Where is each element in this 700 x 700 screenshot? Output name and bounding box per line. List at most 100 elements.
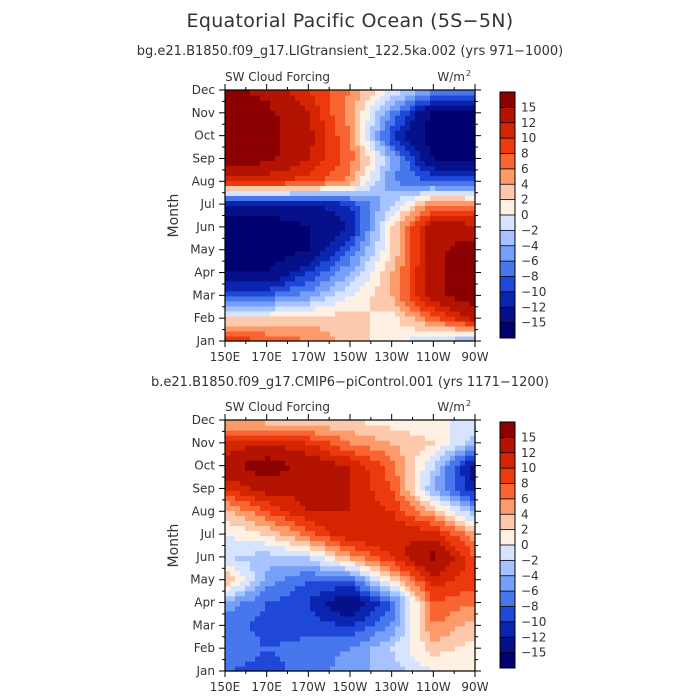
heatmap-cell bbox=[280, 470, 286, 476]
heatmap-cell bbox=[295, 120, 301, 126]
heatmap-cell bbox=[365, 145, 371, 151]
heatmap-cell bbox=[315, 535, 321, 542]
heatmap-cell bbox=[320, 260, 326, 267]
heatmap-cell bbox=[370, 440, 376, 446]
heatmap-cell bbox=[385, 525, 391, 532]
heatmap-cell bbox=[315, 195, 321, 202]
heatmap-cell bbox=[245, 590, 251, 597]
heatmap-cell bbox=[375, 580, 381, 587]
heatmap-cell bbox=[450, 185, 456, 191]
heatmap-cell bbox=[275, 250, 281, 257]
heatmap-cell bbox=[465, 135, 471, 141]
heatmap-cell bbox=[240, 215, 246, 222]
heatmap-cell bbox=[310, 265, 316, 272]
heatmap-cell bbox=[410, 505, 416, 511]
heatmap-cell bbox=[425, 120, 431, 126]
heatmap-cell bbox=[275, 240, 281, 247]
heatmap-cell bbox=[225, 640, 231, 647]
heatmap-cell bbox=[230, 525, 236, 532]
heatmap-cell bbox=[380, 240, 386, 247]
heatmap-cell bbox=[430, 135, 436, 141]
heatmap-cell bbox=[245, 180, 251, 186]
heatmap-cell bbox=[225, 125, 231, 131]
heatmap-cell bbox=[430, 230, 436, 237]
heatmap-cell bbox=[325, 640, 331, 647]
heatmap-cell bbox=[270, 570, 276, 577]
heatmap-cell bbox=[345, 290, 351, 297]
heatmap-cell bbox=[425, 235, 431, 242]
heatmap-cell bbox=[355, 530, 361, 537]
heatmap-cell bbox=[385, 240, 391, 247]
heatmap-cell bbox=[360, 130, 366, 136]
heatmap-cell bbox=[230, 310, 236, 317]
heatmap-cell bbox=[280, 550, 286, 557]
heatmap-cell bbox=[310, 220, 316, 227]
heatmap-cell bbox=[235, 205, 241, 212]
heatmap-cell bbox=[245, 240, 251, 247]
heatmap-cell bbox=[425, 205, 431, 212]
heatmap-cell bbox=[340, 480, 346, 486]
heatmap-cell bbox=[415, 205, 421, 212]
heatmap-cell bbox=[405, 590, 411, 597]
heatmap-cell bbox=[320, 510, 326, 516]
heatmap-cell bbox=[310, 420, 316, 426]
heatmap-cell bbox=[370, 480, 376, 486]
heatmap-cell bbox=[245, 260, 251, 267]
heatmap-cell bbox=[395, 570, 401, 577]
heatmap-cell bbox=[285, 555, 291, 562]
heatmap-cell bbox=[410, 490, 416, 496]
heatmap-cell bbox=[230, 585, 236, 592]
heatmap-cell bbox=[225, 615, 231, 622]
heatmap-cell bbox=[310, 445, 316, 451]
heatmap-cell bbox=[450, 115, 456, 121]
heatmap-cell bbox=[420, 330, 426, 337]
heatmap-cell bbox=[365, 305, 371, 312]
heatmap-cell bbox=[415, 105, 421, 111]
heatmap-cell bbox=[255, 560, 261, 567]
heatmap-cell bbox=[450, 140, 456, 146]
heatmap-cell bbox=[420, 115, 426, 121]
heatmap-cell bbox=[440, 595, 446, 602]
heatmap-cell bbox=[450, 95, 456, 101]
heatmap-cell bbox=[460, 280, 466, 287]
heatmap-cell bbox=[440, 335, 446, 342]
heatmap-cell bbox=[415, 130, 421, 136]
heatmap-cell bbox=[340, 275, 346, 282]
heatmap-cell bbox=[440, 310, 446, 317]
heatmap-cell bbox=[355, 170, 361, 176]
heatmap-cell bbox=[295, 325, 301, 332]
heatmap-cell bbox=[400, 590, 406, 597]
heatmap-cell bbox=[250, 255, 256, 262]
heatmap-cell bbox=[345, 105, 351, 111]
heatmap-cell bbox=[340, 205, 346, 212]
heatmap-cell bbox=[285, 90, 291, 96]
heatmap-cell bbox=[255, 650, 261, 657]
heatmap-cell bbox=[425, 440, 431, 446]
heatmap-cell bbox=[225, 315, 231, 322]
heatmap-cell bbox=[425, 425, 431, 431]
heatmap-cell bbox=[305, 575, 311, 582]
heatmap-cell bbox=[380, 205, 386, 212]
heatmap-cell bbox=[310, 430, 316, 436]
heatmap-cell bbox=[420, 110, 426, 116]
heatmap-cell bbox=[265, 555, 271, 562]
heatmap-cell bbox=[365, 220, 371, 227]
heatmap-cell bbox=[445, 645, 451, 652]
heatmap-cell bbox=[445, 600, 451, 607]
heatmap-cell bbox=[245, 660, 251, 667]
heatmap-cell bbox=[310, 330, 316, 337]
heatmap-cell bbox=[285, 435, 291, 441]
heatmap-cell bbox=[425, 500, 431, 506]
heatmap-cell bbox=[285, 480, 291, 486]
heatmap-cell bbox=[250, 165, 256, 171]
heatmap-cell bbox=[370, 175, 376, 181]
heatmap-cell bbox=[245, 310, 251, 317]
heatmap-cell bbox=[430, 300, 436, 307]
heatmap-cell bbox=[275, 215, 281, 222]
heatmap-cell bbox=[255, 525, 261, 532]
heatmap-cell bbox=[225, 260, 231, 267]
heatmap-cell bbox=[375, 305, 381, 312]
heatmap-cell bbox=[440, 560, 446, 567]
heatmap-cell bbox=[300, 595, 306, 602]
